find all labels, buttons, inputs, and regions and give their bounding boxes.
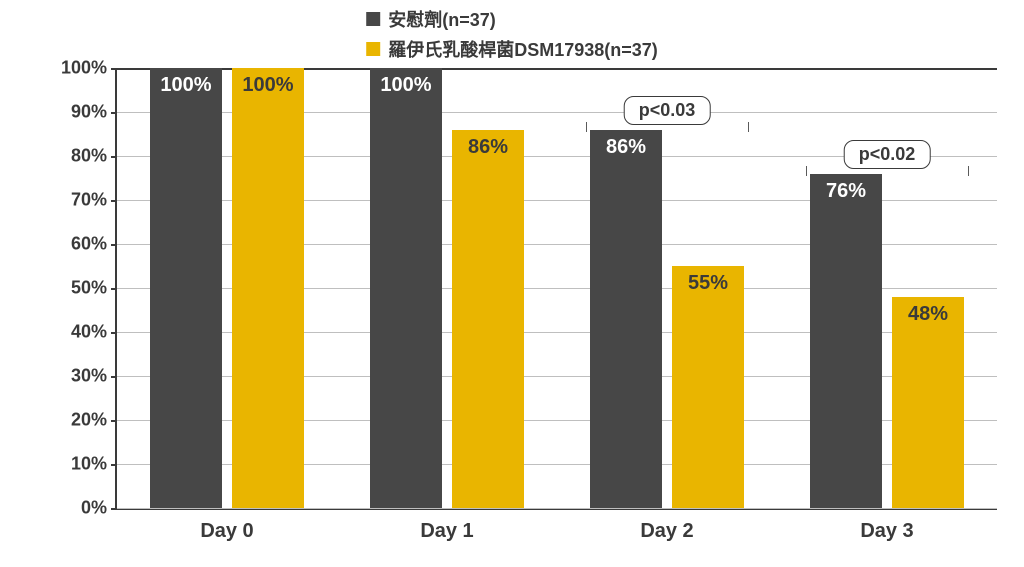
- legend-item-treatment: 羅伊氏乳酸桿菌DSM17938(n=37): [366, 36, 658, 62]
- bracket-arm: [748, 122, 749, 132]
- y-tick-label: 100%: [61, 58, 117, 79]
- y-tick-mark: [111, 156, 117, 158]
- p-value-badge: p<0.02: [844, 140, 931, 169]
- bar-value-label: 86%: [590, 136, 662, 159]
- bar-value-label: 100%: [370, 74, 442, 97]
- y-tick-mark: [111, 332, 117, 334]
- bracket-arm: [806, 166, 807, 176]
- bar-value-label: 76%: [810, 180, 882, 203]
- y-tick-mark: [111, 112, 117, 114]
- x-category-label: Day 1: [420, 508, 473, 543]
- bar-value-label: 100%: [150, 74, 222, 97]
- x-category-label: Day 2: [640, 508, 693, 543]
- bar-treatment: 55%: [672, 266, 744, 508]
- bar-placebo: 76%: [810, 174, 882, 508]
- bar-chart: 安慰劑(n=37) 羅伊氏乳酸桿菌DSM17938(n=37) Percent …: [0, 0, 1024, 567]
- y-tick-mark: [111, 420, 117, 422]
- legend-label: 安慰劑(n=37): [388, 6, 496, 32]
- bar-value-label: 48%: [892, 303, 964, 326]
- y-tick-mark: [111, 508, 117, 510]
- y-tick-mark: [111, 200, 117, 202]
- y-tick-mark: [111, 244, 117, 246]
- bracket-arm: [586, 122, 587, 132]
- legend: 安慰劑(n=37) 羅伊氏乳酸桿菌DSM17938(n=37): [366, 6, 658, 66]
- y-tick-mark: [111, 288, 117, 290]
- plot-area: 0%10%20%30%40%50%60%70%80%90%100%Day 010…: [115, 68, 997, 510]
- y-tick-mark: [111, 68, 117, 70]
- y-tick-mark: [111, 376, 117, 378]
- bar-value-label: 100%: [232, 74, 304, 97]
- legend-swatch: [366, 12, 380, 26]
- x-category-label: Day 3: [860, 508, 913, 543]
- bar-placebo: 100%: [150, 68, 222, 508]
- bar-treatment: 100%: [232, 68, 304, 508]
- legend-label: 羅伊氏乳酸桿菌DSM17938(n=37): [388, 36, 658, 62]
- bar-treatment: 86%: [452, 130, 524, 508]
- bar-placebo: 86%: [590, 130, 662, 508]
- x-category-label: Day 0: [200, 508, 253, 543]
- p-value-badge: p<0.03: [624, 96, 711, 125]
- bar-value-label: 55%: [672, 272, 744, 295]
- legend-item-placebo: 安慰劑(n=37): [366, 6, 658, 32]
- bar-treatment: 48%: [892, 297, 964, 508]
- legend-swatch: [366, 42, 380, 56]
- bar-value-label: 86%: [452, 136, 524, 159]
- bar-placebo: 100%: [370, 68, 442, 508]
- bracket-arm: [968, 166, 969, 176]
- y-tick-mark: [111, 464, 117, 466]
